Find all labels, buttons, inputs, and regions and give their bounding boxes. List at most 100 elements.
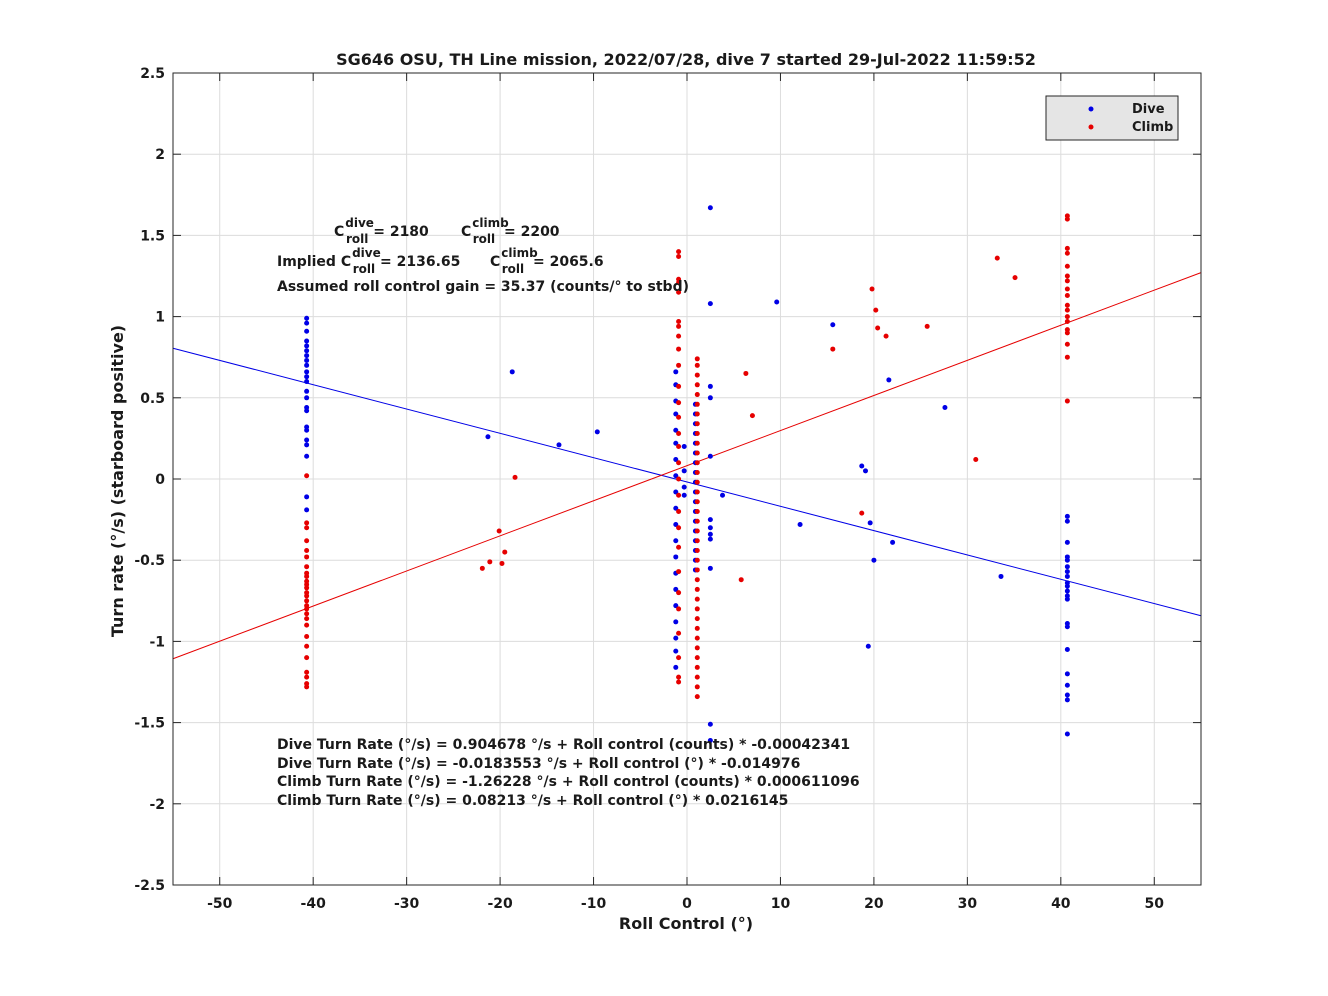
- legend-climb-marker: [1088, 124, 1094, 130]
- climb-point: [304, 593, 310, 599]
- climb-point: [694, 645, 700, 651]
- climb-point: [1064, 216, 1070, 222]
- dive-point: [673, 369, 679, 375]
- climb-point: [676, 674, 682, 680]
- dive-point: [1064, 588, 1070, 594]
- climb-point: [694, 577, 700, 583]
- climb-point: [883, 333, 889, 339]
- dive-point: [673, 457, 679, 463]
- dive-point: [304, 320, 310, 326]
- dive-point: [304, 353, 310, 359]
- dive-point: [304, 442, 310, 448]
- climb-point: [676, 679, 682, 685]
- x-axis-label: Roll Control (°): [619, 914, 753, 933]
- c-climb-annotation: Cclimb roll = 2200: [461, 216, 560, 246]
- dive-point: [707, 531, 713, 537]
- dive-point: [707, 565, 713, 571]
- dive-point: [673, 586, 679, 592]
- climb-point: [694, 470, 700, 476]
- dive-point: [707, 301, 713, 307]
- dive-fit-line: [172, 347, 1202, 617]
- dive-point: [304, 437, 310, 443]
- climb-point: [694, 411, 700, 417]
- axis-ticks: -50 -40 -30 -20 -10 0 10 20 30 40 50-2.5-2-1.5-1-0…: [134, 66, 1201, 912]
- fit-lines: [172, 272, 1202, 660]
- y-tick-label: 2: [155, 147, 165, 163]
- climb-point: [304, 674, 310, 680]
- dive-point: [673, 538, 679, 544]
- y-tick-label: -1.5: [134, 716, 165, 732]
- climb-point: [694, 450, 700, 456]
- climb-point: [869, 286, 875, 292]
- climb-point: [694, 421, 700, 427]
- climb-point: [859, 510, 865, 516]
- implied-dive-annotation: Implied Cdive roll = 2136.65: [277, 246, 460, 276]
- data-points: [304, 205, 1070, 743]
- implied-climb-annotation: Cclimb roll = 2065.6: [490, 246, 604, 276]
- dive-point: [681, 492, 687, 498]
- climb-point: [304, 547, 310, 553]
- climb-point: [676, 414, 682, 420]
- climb-point: [694, 401, 700, 407]
- dive-point: [1064, 731, 1070, 737]
- climb-point: [973, 457, 979, 463]
- climb-point: [676, 655, 682, 661]
- dive-point: [673, 648, 679, 654]
- climb-point: [694, 528, 700, 534]
- fit-equation-4: Climb Turn Rate (°/s) = 0.08213 °/s + Ro…: [277, 793, 788, 809]
- dive-point: [304, 507, 310, 513]
- climb-point: [304, 643, 310, 649]
- dive-point: [707, 721, 713, 727]
- dive-point: [556, 442, 562, 448]
- dive-point: [707, 525, 713, 531]
- climb-point: [304, 634, 310, 640]
- x-tick-label: 20: [864, 896, 884, 912]
- dive-point: [485, 434, 491, 440]
- dive-point: [1064, 573, 1070, 579]
- dive-point: [707, 395, 713, 401]
- climb-point: [676, 544, 682, 550]
- x-tick-label: -40: [301, 896, 327, 912]
- climb-series: [304, 213, 1070, 700]
- dive-point: [673, 411, 679, 417]
- climb-point: [1064, 292, 1070, 298]
- climb-point: [499, 560, 505, 566]
- climb-point: [676, 383, 682, 389]
- climb-point: [1064, 245, 1070, 251]
- dive-point: [304, 315, 310, 321]
- climb-point: [1064, 286, 1070, 292]
- legend-box: [1045, 95, 1179, 141]
- dive-point: [1064, 692, 1070, 698]
- climb-point: [304, 554, 310, 560]
- fit-equation-3: Climb Turn Rate (°/s) = -1.26228 °/s + R…: [277, 774, 860, 790]
- climb-point: [676, 590, 682, 596]
- legend-dive-label: Dive: [1132, 102, 1165, 117]
- climb-point: [694, 356, 700, 362]
- climb-point: [738, 577, 744, 583]
- x-tick-label: 30: [958, 896, 978, 912]
- climb-point: [1064, 330, 1070, 336]
- dive-point: [509, 369, 515, 375]
- dive-point: [1064, 596, 1070, 602]
- climb-point: [875, 325, 881, 331]
- legend-dive-marker: [1088, 106, 1094, 112]
- climb-point: [1064, 314, 1070, 320]
- dive-point: [1064, 647, 1070, 653]
- climb-point: [304, 473, 310, 479]
- dive-point: [673, 619, 679, 625]
- climb-point: [304, 598, 310, 604]
- climb-point: [676, 630, 682, 636]
- climb-point: [304, 538, 310, 544]
- chart-title: SG646 OSU, TH Line mission, 2022/07/28, …: [336, 50, 1036, 69]
- climb-point: [994, 255, 1000, 261]
- dive-point: [830, 322, 836, 328]
- dive-point: [304, 369, 310, 375]
- climb-point: [304, 669, 310, 675]
- climb-point: [676, 431, 682, 437]
- x-tick-label: -10: [581, 896, 607, 912]
- climb-point: [1012, 275, 1018, 281]
- fit-equation-1: Dive Turn Rate (°/s) = 0.904678 °/s + Ro…: [277, 737, 850, 753]
- dive-point: [304, 427, 310, 433]
- dive-point: [707, 517, 713, 523]
